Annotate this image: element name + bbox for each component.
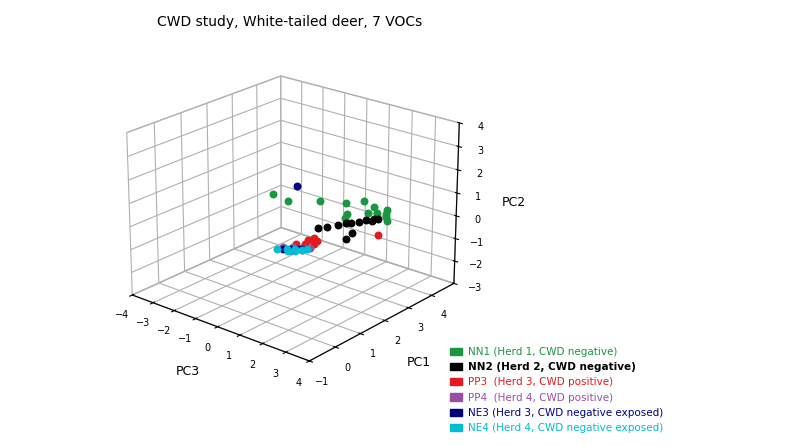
X-axis label: PC3: PC3 (176, 365, 200, 378)
Legend: NN1 (Herd 1, CWD negative), NN2 (Herd 2, CWD negative), PP3  (Herd 3, CWD positi: NN1 (Herd 1, CWD negative), NN2 (Herd 2,… (450, 347, 662, 433)
Y-axis label: PC1: PC1 (407, 356, 431, 369)
Title: CWD study, White-tailed deer, 7 VOCs: CWD study, White-tailed deer, 7 VOCs (157, 15, 422, 29)
